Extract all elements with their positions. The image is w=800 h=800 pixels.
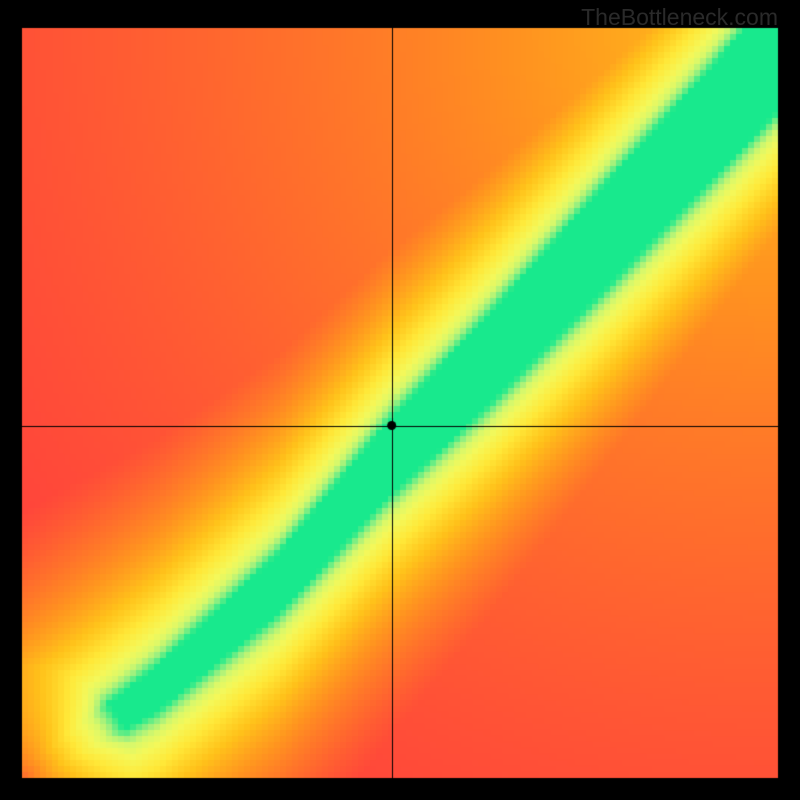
heatmap-canvas xyxy=(0,0,800,800)
chart-container: TheBottleneck.com xyxy=(0,0,800,800)
watermark-text: TheBottleneck.com xyxy=(581,4,778,31)
